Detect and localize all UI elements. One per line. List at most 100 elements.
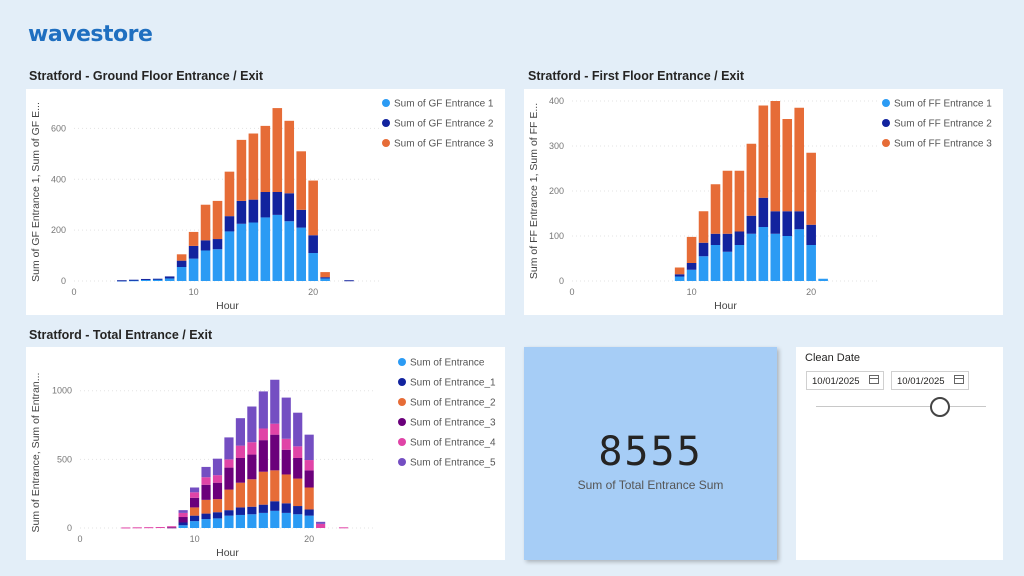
- bar-segment: [806, 152, 816, 225]
- date-slider-track[interactable]: [816, 406, 986, 407]
- calendar-icon[interactable]: [954, 375, 964, 384]
- bar-segment: [155, 527, 165, 529]
- bar-segment: [190, 507, 200, 516]
- chart-total[interactable]: 0 500 1000 0 10 20 Hour Sum of Entrance, Sum of…: [26, 347, 505, 560]
- kpi-card[interactable]: 8555 Sum of Total Entrance Sum: [524, 347, 777, 560]
- bar-segment: [235, 514, 245, 528]
- bar-segment: [698, 211, 709, 243]
- bar-segment: [152, 278, 163, 280]
- date-slider-handle[interactable]: [930, 397, 950, 417]
- slicer-title: Clean Date: [805, 352, 861, 364]
- bar-segment: [224, 459, 234, 468]
- bar-segment: [247, 406, 257, 443]
- bar-segment: [212, 239, 223, 250]
- date-slicer: Clean Date 10/01/2025 10/01/2025: [796, 347, 1003, 560]
- y-tick-label: 300: [549, 141, 564, 151]
- bar-segment: [722, 170, 733, 234]
- bar-segment: [247, 514, 257, 528]
- bar-segment: [140, 278, 151, 280]
- bar-segment: [258, 440, 268, 472]
- bar-segment: [818, 278, 828, 281]
- end-date-input[interactable]: 10/01/2025: [891, 371, 969, 390]
- bar-segment: [190, 492, 200, 498]
- bar-segment: [770, 101, 781, 212]
- legend-marker: [398, 378, 406, 386]
- legend-label: Sum of FF Entrance 1: [894, 99, 992, 110]
- start-date-input[interactable]: 10/01/2025: [806, 371, 884, 390]
- kpi-label: Sum of Total Entrance Sum: [577, 478, 724, 492]
- bar-segment: [212, 518, 223, 528]
- bar-segment: [129, 280, 139, 282]
- bar-segment: [806, 245, 816, 281]
- bar-segment: [258, 504, 268, 513]
- bar-segment: [758, 105, 769, 198]
- chart-first-floor[interactable]: 0 100 200 300 400 0 10 20 Hour Sum of FF Entrance…: [524, 89, 1003, 315]
- bar-segment: [167, 527, 177, 529]
- bar-segment: [304, 434, 314, 461]
- end-date-value: 10/01/2025: [897, 376, 945, 387]
- bar-segment: [201, 466, 211, 478]
- bar-segment: [770, 211, 781, 234]
- bar-segment: [200, 204, 211, 241]
- bar-segment: [178, 510, 188, 513]
- x-tick-label: 20: [304, 534, 314, 544]
- bar-segment: [235, 445, 245, 458]
- bar-segment: [270, 379, 280, 424]
- bar-segment: [144, 527, 154, 529]
- bar-segment: [201, 513, 211, 520]
- chart-first-floor-svg: 0 100 200 300 400 0 10 20 Hour Sum of FF Entrance…: [528, 96, 992, 312]
- bar-segment: [270, 434, 280, 471]
- bar-segment: [235, 482, 245, 508]
- bar-segment: [320, 277, 330, 279]
- bar-segment: [188, 258, 199, 281]
- bar-segment: [270, 423, 280, 435]
- bar-segment: [224, 515, 234, 528]
- bar-segment: [247, 506, 257, 515]
- calendar-icon[interactable]: [869, 375, 879, 384]
- bar-segment: [272, 192, 283, 215]
- bar-segment: [176, 267, 187, 281]
- bar-segment: [308, 235, 318, 254]
- bar-segment: [770, 233, 781, 281]
- legend-label: Sum of Entrance_4: [410, 438, 496, 449]
- bar-segment: [201, 484, 211, 500]
- bar-segment: [304, 470, 314, 488]
- bar-segment: [794, 107, 804, 212]
- bar-segment: [190, 497, 200, 508]
- bar-segment: [698, 256, 709, 281]
- legend-label: Sum of Entrance_1: [410, 378, 496, 389]
- x-tick-label: 0: [569, 287, 574, 297]
- bar-segment: [674, 267, 685, 275]
- bar-segment: [270, 501, 280, 511]
- bar-segment: [272, 108, 283, 192]
- bar-segment: [190, 515, 200, 522]
- bar-segment: [178, 517, 188, 523]
- bar-segment: [272, 214, 283, 281]
- bar-segment: [344, 280, 354, 282]
- bar-segment: [296, 151, 306, 210]
- bar-segment: [190, 521, 200, 528]
- legend-marker: [398, 398, 406, 406]
- bar-segment: [258, 391, 268, 429]
- chart-title-total: Stratford - Total Entrance / Exit: [29, 328, 213, 342]
- bar-segment: [176, 254, 187, 261]
- y-tick-label: 0: [559, 276, 564, 286]
- bar-segment: [235, 418, 245, 446]
- y-tick-label: 0: [67, 523, 72, 533]
- bar-segment: [304, 487, 314, 510]
- bar-segment: [320, 272, 330, 278]
- bar-segment: [201, 477, 211, 485]
- bar-segment: [176, 260, 187, 268]
- bar-segment: [247, 442, 257, 455]
- bar-segment: [200, 250, 211, 281]
- bar-segment: [140, 279, 151, 281]
- legend-label: Sum of Entrance_3: [410, 418, 496, 429]
- chart-ground-floor-svg: 0 200 400 600 0 10 20 Hour Sum of GF Entrance 1,…: [30, 99, 494, 313]
- bar-segment: [224, 467, 234, 490]
- bar-segment: [782, 211, 793, 236]
- chart-ground-floor[interactable]: 0 200 400 600 0 10 20 Hour Sum of GF Entrance 1,…: [26, 89, 505, 315]
- y-tick-label: 200: [549, 186, 564, 196]
- bar-segment: [281, 449, 291, 475]
- bar-segment: [674, 274, 685, 277]
- legend-marker: [382, 119, 390, 127]
